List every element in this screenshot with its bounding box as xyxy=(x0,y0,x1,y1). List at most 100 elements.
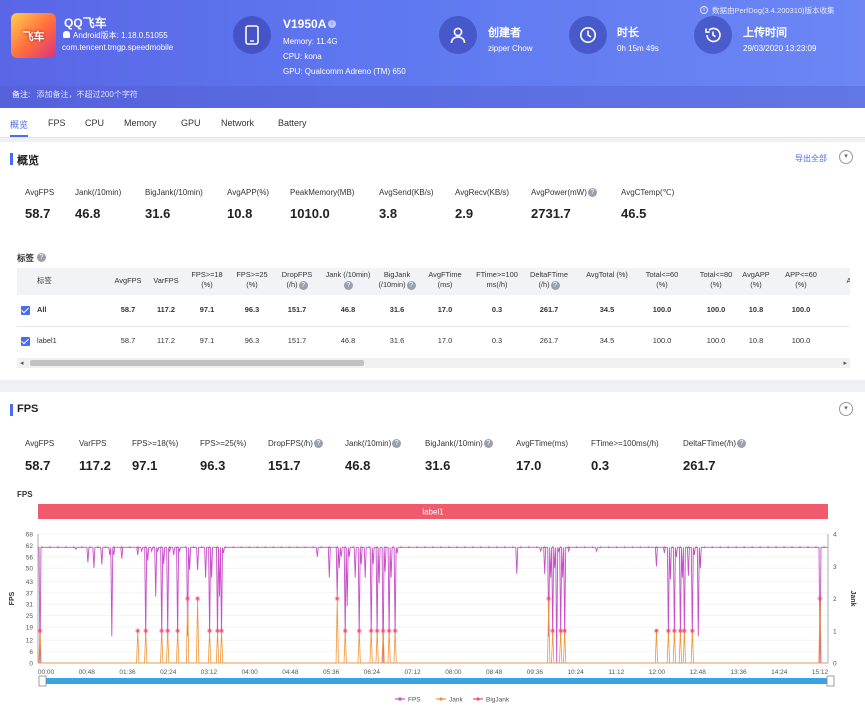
row-checkbox[interactable] xyxy=(21,337,30,346)
metric-label: AvgFTime(ms) xyxy=(516,439,568,448)
fps-point xyxy=(535,546,538,549)
metric-label: Jank(/10min)? xyxy=(345,439,402,449)
fps-point xyxy=(639,546,642,549)
x-tick-label: 11:12 xyxy=(608,669,624,676)
fps-point xyxy=(815,546,817,549)
collapse-icon[interactable]: ▾ xyxy=(839,402,853,416)
bigjank-point xyxy=(186,597,190,600)
fps-point xyxy=(703,546,706,549)
fps-point xyxy=(296,546,299,549)
android-icon xyxy=(63,31,70,38)
x-tick-label: 08:48 xyxy=(486,669,503,676)
column-header: APP<=60 (%) xyxy=(785,270,817,289)
scroll-right-icon[interactable]: ▸ xyxy=(843,360,847,367)
tab-memory[interactable]: Memory xyxy=(124,118,157,128)
metric-label: BigJank(/10min) xyxy=(145,188,203,197)
fps-point xyxy=(424,546,426,549)
help-icon[interactable]: ? xyxy=(483,439,493,449)
fps-point xyxy=(751,546,754,549)
fps-point xyxy=(735,546,738,549)
bigjank-point xyxy=(196,597,199,600)
legend-marker xyxy=(398,697,402,701)
y-tick-label: 37 xyxy=(26,590,34,597)
bigjank-point xyxy=(682,629,686,633)
collapse-icon[interactable]: ▾ xyxy=(839,150,853,164)
export-all-button[interactable]: 导出全部 xyxy=(795,154,827,163)
fps-point xyxy=(232,546,235,549)
metric-label: BigJank(/10min)? xyxy=(425,439,493,449)
column-header: AvgFTime (ms) xyxy=(428,270,462,289)
table-cell: 46.8 xyxy=(340,305,356,314)
bigjank-point xyxy=(818,597,822,600)
jank-series-line xyxy=(38,598,828,664)
x-tick-label: 04:00 xyxy=(242,669,259,676)
table-cell: 97.1 xyxy=(199,305,215,314)
fps-point xyxy=(272,546,275,549)
help-icon[interactable]: ? xyxy=(298,280,308,290)
scroll-left-icon[interactable]: ◂ xyxy=(20,360,24,367)
scrollbar-thumb[interactable] xyxy=(30,360,364,366)
bigjank-point xyxy=(160,629,164,633)
x-tick-label: 10:24 xyxy=(567,669,584,676)
tab-gpu[interactable]: GPU xyxy=(181,118,201,128)
metric-label: AvgCTemp(℃) xyxy=(621,188,675,197)
help-icon[interactable]: ? xyxy=(587,188,597,198)
table-cell: 100.0 xyxy=(652,305,672,314)
y-tick-label: 31 xyxy=(26,602,34,609)
fps-point xyxy=(527,546,530,549)
tab-network[interactable]: Network xyxy=(221,118,255,128)
label-band-text: label1 xyxy=(422,508,444,517)
table-scrollbar[interactable]: ◂ ▸ xyxy=(17,358,850,368)
tab-battery[interactable]: Battery xyxy=(278,118,307,128)
y-tick-label: 56 xyxy=(26,554,34,561)
tab-overview[interactable]: 概览 xyxy=(10,120,29,137)
range-slider-handle[interactable] xyxy=(826,675,835,687)
row-checkbox[interactable] xyxy=(21,306,30,315)
device-cpu: CPU: kona xyxy=(283,52,322,61)
fps-point xyxy=(41,546,43,549)
column-header: AvgFPS xyxy=(114,276,142,285)
labels-help-icon[interactable]: ? xyxy=(37,253,46,262)
help-icon[interactable]: ? xyxy=(392,439,402,449)
column-header: Total<=60 (%) xyxy=(645,270,679,289)
remarks-bar[interactable]: 备注: 添加备注，不超过200个字符 xyxy=(0,86,865,108)
fps-point xyxy=(671,546,674,549)
creator-label: 创建者 xyxy=(488,27,521,39)
duration-value: 0h 15m 49s xyxy=(617,44,659,53)
range-slider-handle[interactable] xyxy=(38,675,47,687)
fps-point xyxy=(256,546,259,549)
x-tick-label: 15:12 xyxy=(812,669,829,676)
metric-value: 2731.7 xyxy=(531,206,571,221)
overview-title: 概览 xyxy=(17,155,39,167)
x-tick-label: 14:24 xyxy=(771,669,788,676)
metric-label: DeltaFTime(/h)? xyxy=(683,439,747,449)
help-icon[interactable]: ? xyxy=(313,439,323,449)
row-label: All xyxy=(37,305,47,314)
tab-fps[interactable]: FPS xyxy=(48,118,66,128)
android-version: Android版本: 1.18.0.51055 xyxy=(73,31,168,40)
help-icon[interactable]: ? xyxy=(406,280,416,290)
bigjank-point xyxy=(655,629,658,633)
fps-point xyxy=(767,546,770,549)
metric-label: DropFPS(/h)? xyxy=(268,439,323,449)
fps-point xyxy=(200,546,203,549)
help-icon[interactable]: ? xyxy=(344,280,353,290)
fps-point xyxy=(73,546,75,549)
remarks-input[interactable]: 添加备注，不超过200个字符 xyxy=(36,90,138,99)
column-header: 标签 xyxy=(37,276,52,285)
fps-point xyxy=(456,546,458,549)
y-axis-label: FPS xyxy=(9,591,16,605)
help-icon[interactable]: ? xyxy=(737,439,747,449)
y-tick-label: 0 xyxy=(29,661,33,668)
bigjank-point xyxy=(343,629,347,633)
fps-point xyxy=(807,546,809,549)
info-icon[interactable]: i xyxy=(328,20,336,28)
help-icon[interactable]: ? xyxy=(550,280,560,290)
legend-label: Jank xyxy=(449,697,463,704)
metric-label: FTime>=100ms(/h) xyxy=(591,439,659,448)
bigjank-point xyxy=(667,629,670,633)
tab-cpu[interactable]: CPU xyxy=(85,118,105,128)
range-slider[interactable] xyxy=(44,678,832,684)
user-icon xyxy=(439,16,477,54)
fps-point xyxy=(280,546,283,549)
